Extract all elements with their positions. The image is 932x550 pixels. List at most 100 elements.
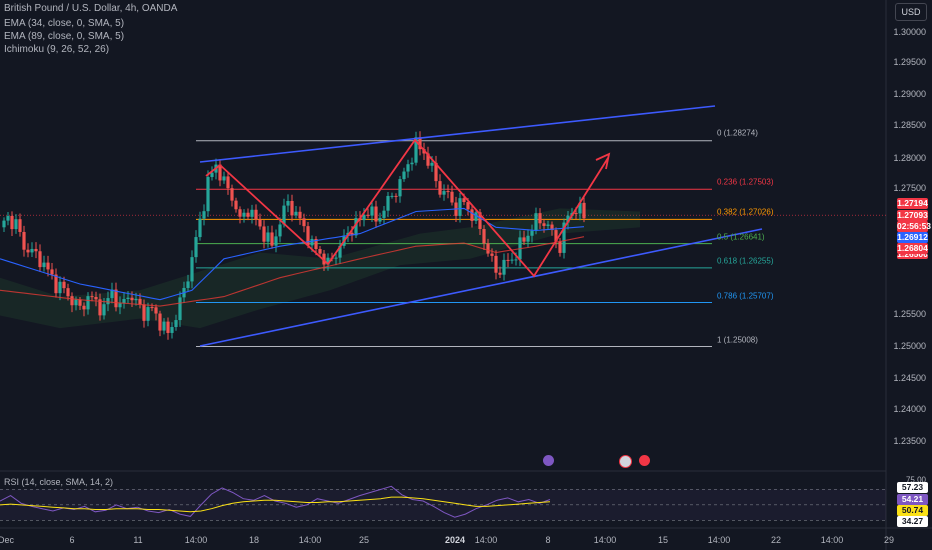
fib-label-0382: 0.382 (1.27026)	[717, 207, 774, 217]
candle-body	[398, 179, 402, 197]
time-tick: 8	[545, 535, 551, 545]
candle-body	[582, 202, 586, 219]
rsi-lower-badge: 34.27	[897, 516, 928, 527]
candle-body	[502, 259, 506, 275]
fib-label-0786: 0.786 (1.25707)	[717, 291, 774, 301]
candle-body	[470, 209, 474, 221]
candle-body	[142, 304, 146, 321]
candle-body	[414, 137, 418, 163]
candle-body	[442, 191, 446, 195]
news-event-icon[interactable]	[639, 455, 650, 466]
candle-body	[42, 262, 46, 268]
candle-body	[334, 257, 338, 259]
candle-body	[202, 211, 206, 219]
chart-title: British Pound / U.S. Dollar, 4h, OANDA	[4, 3, 178, 14]
time-tick: 14:00	[593, 535, 617, 545]
price-tick: 1.29000	[893, 89, 926, 99]
candle-body	[242, 212, 246, 217]
candle-body	[58, 281, 62, 294]
bid-price-badge: 1.27093	[897, 210, 928, 221]
candle-body	[362, 214, 366, 221]
price-tick: 1.28000	[893, 153, 926, 163]
candle-body	[514, 259, 518, 261]
price-tick: 1.23500	[893, 436, 926, 446]
candle-body	[430, 162, 434, 166]
fib-label-05: 0.5 (1.26641)	[717, 232, 765, 242]
candle-body	[74, 299, 78, 306]
candle-body	[478, 212, 482, 230]
rsi-tick: 75.00	[905, 475, 926, 485]
candle-body	[294, 211, 298, 216]
bar-countdown-badge: 02:56:53	[897, 221, 932, 232]
candle-body	[190, 257, 194, 282]
candle-body	[466, 202, 470, 210]
candle-body	[198, 218, 202, 238]
candle-body	[14, 219, 18, 230]
candle-body	[246, 212, 250, 217]
price-tick: 1.30000	[893, 27, 926, 37]
time-tick: 6	[69, 535, 75, 545]
candle-body	[574, 213, 578, 215]
candle-body	[22, 231, 26, 250]
candle-body	[166, 321, 170, 333]
candle-body	[426, 153, 430, 166]
time-tick: 14:00	[707, 535, 731, 545]
candle-body	[322, 253, 326, 265]
price-tick: 1.29500	[893, 57, 926, 67]
candle-body	[102, 304, 106, 316]
candle-body	[542, 223, 546, 226]
candle-body	[462, 198, 466, 203]
candle-body	[186, 281, 190, 288]
indicator-ema34-label[interactable]: EMA (34, close, 0, SMA, 5)	[4, 18, 125, 29]
candle-body	[490, 253, 494, 256]
economic-event-icon[interactable]	[543, 455, 554, 466]
rsi-upper-badge: 57.23	[897, 482, 928, 493]
candle-body	[206, 177, 210, 212]
indicator-ema89-label[interactable]: EMA (89, close, 0, SMA, 5)	[4, 31, 125, 42]
candle-body	[474, 212, 478, 221]
candle-body	[158, 313, 162, 331]
candle-body	[62, 281, 66, 289]
candle-body	[378, 217, 382, 222]
fib-label-0236: 0.236 (1.27503)	[717, 177, 774, 187]
candle-body	[370, 206, 374, 216]
candle-body	[178, 297, 182, 321]
indicator-ichimoku-label[interactable]: Ichimoku (9, 26, 52, 26)	[4, 44, 110, 55]
candle-body	[174, 320, 178, 328]
candle-body	[554, 230, 558, 242]
time-tick: 14:00	[474, 535, 498, 545]
candle-body	[234, 200, 238, 210]
candle-body	[118, 303, 122, 308]
candle-body	[458, 198, 462, 216]
pattern-zigzag	[205, 138, 609, 278]
candle-body	[18, 219, 22, 232]
candle-body	[562, 222, 566, 253]
candle-body	[146, 307, 150, 321]
candle-body	[86, 296, 90, 310]
candle-body	[194, 237, 198, 258]
currency-button[interactable]: USD	[895, 3, 927, 21]
candle-body	[258, 219, 262, 227]
time-tick: 14:00	[184, 535, 208, 545]
candle-body	[106, 298, 110, 305]
rsi-indicator-label[interactable]: RSI (14, close, SMA, 14, 2)	[4, 477, 114, 487]
candle-body	[506, 259, 510, 261]
us-flag-event-icon[interactable]	[619, 455, 632, 468]
time-tick: 18	[248, 535, 260, 545]
candle-body	[46, 262, 50, 270]
candle-body	[522, 237, 526, 242]
candle-body	[38, 251, 42, 268]
candle-body	[538, 213, 542, 224]
candle-body	[226, 176, 230, 189]
candle-body	[78, 299, 82, 306]
candle-body	[310, 238, 314, 246]
candle-body	[218, 164, 222, 181]
candle-body	[122, 298, 126, 304]
candle-body	[338, 245, 342, 258]
candle-body	[222, 176, 226, 181]
candle-body	[418, 137, 422, 150]
channel-upper-line	[199, 105, 716, 163]
candle-body	[230, 188, 234, 201]
candle-body	[374, 206, 378, 222]
